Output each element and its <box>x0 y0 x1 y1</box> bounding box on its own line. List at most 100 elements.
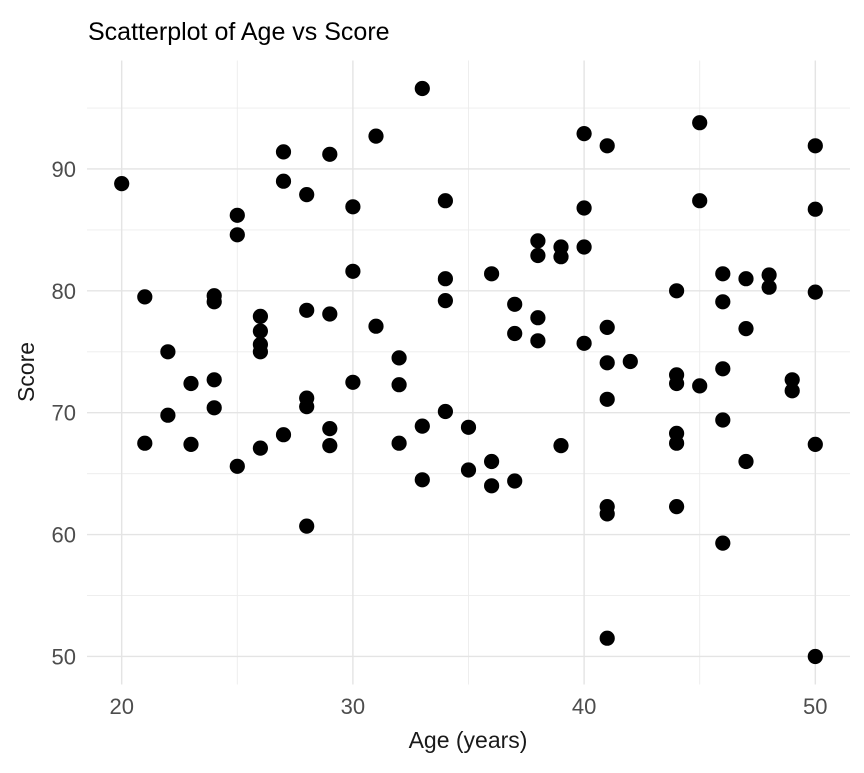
data-point <box>576 200 592 216</box>
data-point <box>345 199 361 215</box>
data-point <box>137 435 153 451</box>
data-point <box>553 438 569 454</box>
x-axis-tick-labels: 20 30 40 50 <box>109 694 827 719</box>
data-point <box>669 435 685 451</box>
data-point <box>299 518 315 534</box>
data-point <box>322 146 338 162</box>
data-point <box>715 361 731 377</box>
data-point <box>715 294 731 310</box>
data-point <box>507 325 523 342</box>
y-tick-label: 90 <box>52 157 76 182</box>
data-point <box>715 266 731 282</box>
data-point <box>784 372 800 388</box>
x-tick-label: 30 <box>341 694 365 719</box>
data-point <box>622 353 638 370</box>
data-point <box>252 440 268 456</box>
data-point <box>599 319 615 335</box>
data-point <box>692 115 708 131</box>
data-point <box>114 176 130 192</box>
data-point <box>437 403 453 420</box>
data-point <box>206 294 222 310</box>
data-point <box>507 296 523 312</box>
y-axis-tick-labels: 50 60 70 80 90 <box>52 157 76 670</box>
y-tick-label: 80 <box>52 279 76 304</box>
data-point <box>576 239 592 255</box>
minor-gridlines <box>87 60 850 685</box>
data-point <box>484 453 500 470</box>
y-tick-label: 60 <box>52 523 76 548</box>
data-point <box>784 383 800 399</box>
data-point <box>229 207 245 223</box>
data-point <box>299 399 315 415</box>
data-point <box>669 499 685 515</box>
data-point <box>229 458 245 474</box>
data-point <box>807 201 823 217</box>
data-point <box>692 193 708 209</box>
data-point <box>599 355 615 371</box>
data-point <box>530 333 546 349</box>
data-point <box>761 279 777 295</box>
data-point <box>137 289 153 305</box>
data-point <box>345 263 361 279</box>
data-point <box>484 266 500 282</box>
data-point <box>599 630 615 646</box>
data-point <box>160 407 176 423</box>
data-point <box>183 375 199 392</box>
data-point <box>460 419 477 435</box>
data-point <box>507 473 523 489</box>
data-point <box>807 648 823 665</box>
data-point <box>738 453 754 470</box>
x-tick-label: 50 <box>803 694 827 719</box>
data-point <box>807 284 823 300</box>
data-point <box>322 421 338 437</box>
data-point <box>599 391 615 407</box>
data-point <box>368 318 384 334</box>
y-tick-label: 50 <box>52 645 76 670</box>
x-axis-title: Age (years) <box>409 727 528 753</box>
data-point <box>669 283 685 299</box>
data-point <box>414 418 430 434</box>
data-point <box>391 435 407 451</box>
data-point <box>414 472 430 488</box>
data-point <box>530 233 546 249</box>
data-point <box>530 247 546 264</box>
data-point <box>715 535 731 551</box>
data-point <box>738 271 754 287</box>
data-point <box>599 506 615 522</box>
data-point <box>160 344 176 360</box>
data-point <box>275 427 292 443</box>
major-gridlines <box>87 60 850 685</box>
data-point <box>368 128 384 144</box>
y-axis-title: Score <box>13 342 39 402</box>
data-point <box>252 344 268 360</box>
chart-title: Scatterplot of Age vs Score <box>88 18 390 46</box>
data-point <box>738 321 754 337</box>
data-point <box>275 144 292 160</box>
data-point <box>299 187 315 203</box>
data-point <box>576 335 592 351</box>
x-tick-label: 40 <box>572 694 596 719</box>
data-point <box>437 271 453 287</box>
data-point <box>183 436 199 452</box>
data-point <box>437 293 453 309</box>
data-point <box>599 138 615 154</box>
data-point <box>206 400 222 416</box>
data-point <box>807 138 823 154</box>
data-point <box>761 267 777 283</box>
data-point <box>484 478 500 494</box>
data-point <box>252 308 268 324</box>
data-point <box>414 80 430 97</box>
data-point <box>206 372 222 388</box>
data-point <box>460 462 477 478</box>
data-point <box>275 173 292 189</box>
data-point <box>553 249 569 265</box>
data-point <box>669 375 685 392</box>
data-point <box>229 227 245 243</box>
x-tick-label: 20 <box>109 694 133 719</box>
data-point <box>437 193 453 209</box>
y-tick-label: 70 <box>52 401 76 426</box>
data-point <box>715 412 731 428</box>
data-point <box>322 306 338 322</box>
data-point <box>391 377 407 393</box>
